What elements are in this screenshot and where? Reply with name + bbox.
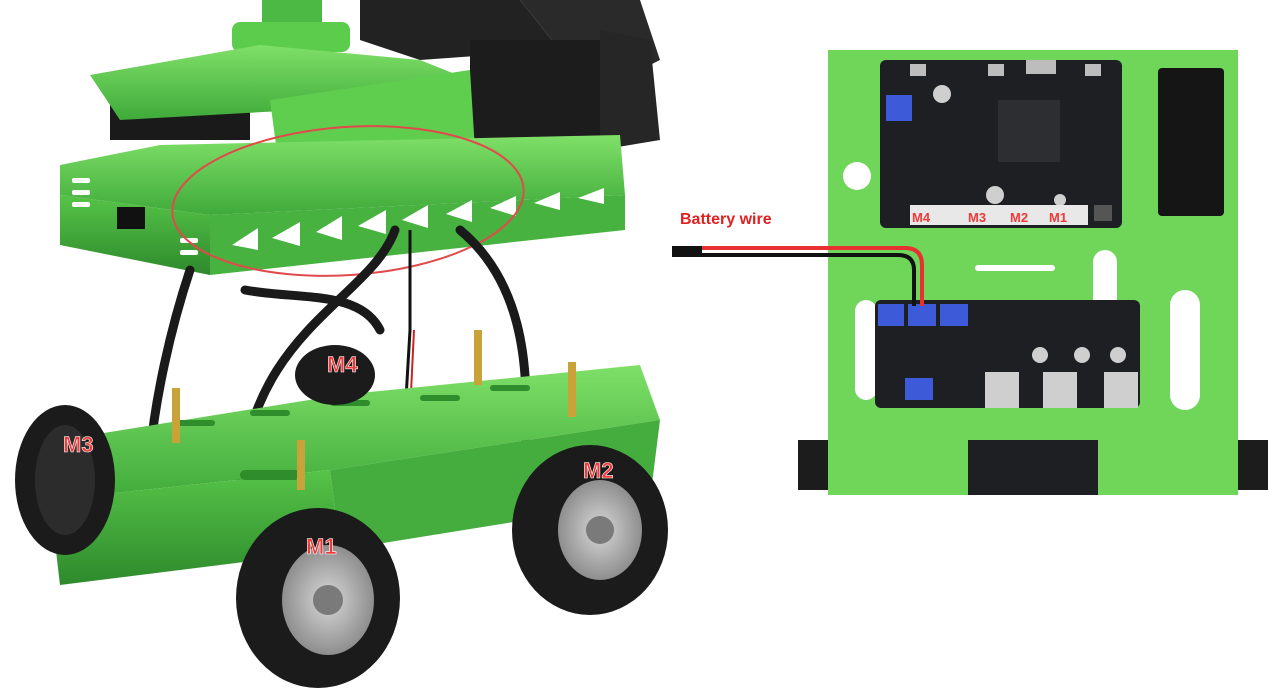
robot-chassis-render xyxy=(15,0,668,688)
board-wiring-render xyxy=(672,50,1268,495)
port-label-m2: M2 xyxy=(1010,210,1028,225)
port-label-m3: M3 xyxy=(968,210,986,225)
wheel-m4 xyxy=(295,345,375,405)
port-label-m1: M1 xyxy=(1049,210,1067,225)
battery-wire-label: Battery wire xyxy=(680,211,772,228)
wheel-label-m3: M3 xyxy=(63,432,94,457)
wheel-label-m1: M1 xyxy=(306,534,337,559)
wheel-m1 xyxy=(236,508,400,688)
port-label-m4: M4 xyxy=(912,210,931,225)
wheel-label-m4: M4 xyxy=(327,352,358,377)
wheel-label-m2: M2 xyxy=(583,458,614,483)
wheel-m3 xyxy=(15,405,115,555)
wheel-m2 xyxy=(512,445,668,615)
